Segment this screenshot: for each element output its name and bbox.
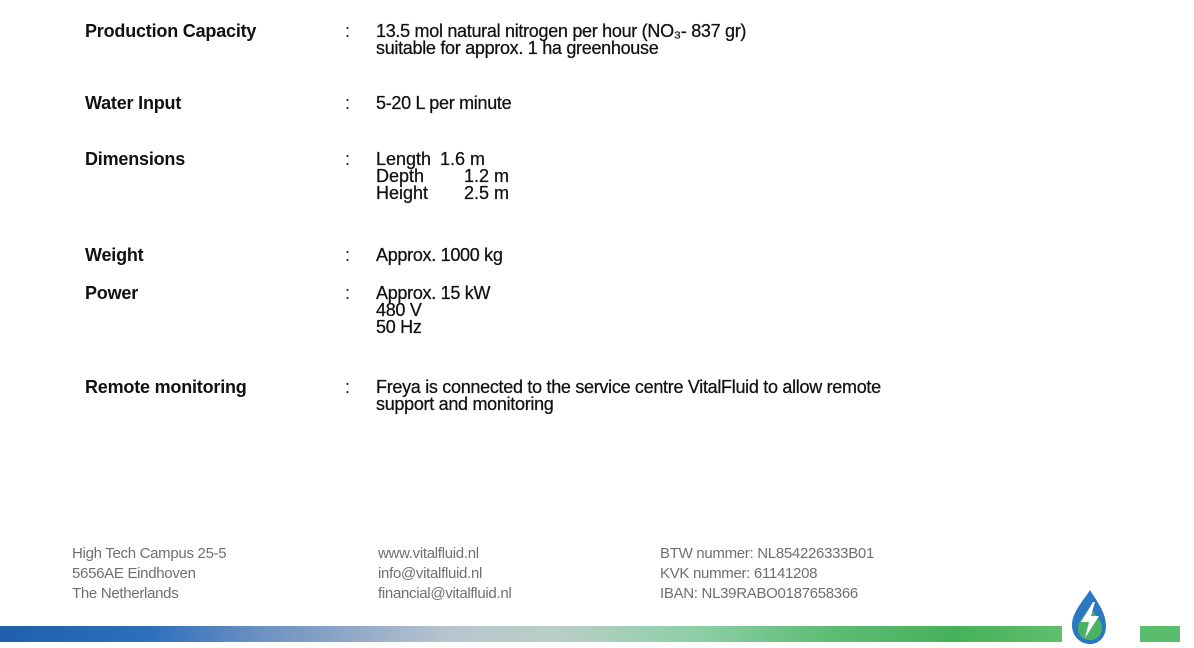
spec-value: Freya is connected to the service centre…	[376, 377, 881, 414]
spec-value-line: suitable for approx. 1 ha greenhouse	[376, 38, 659, 58]
spec-value-line: 480 V	[376, 300, 422, 320]
footer-address: High Tech Campus 25-5 5656AE Eindhoven T…	[72, 544, 227, 604]
spec-colon: :	[345, 93, 351, 113]
spec-value-line: 13.5 mol natural nitrogen per hour (NO₃-…	[376, 21, 747, 41]
footer-registration: BTW nummer: NL854226333B01 KVK nummer: 6…	[660, 544, 874, 604]
spec-colon: :	[345, 245, 351, 265]
footer-email-link[interactable]: financial@vitalfluid.nl	[378, 585, 512, 602]
spec-value-line: Approx. 1000 kg	[376, 245, 503, 265]
spec-label: Power	[85, 283, 139, 303]
spec-label: Water Input	[85, 93, 182, 113]
spec-value-line: 5-20 L per minute	[376, 93, 512, 113]
spec-label: Dimensions	[85, 149, 186, 169]
spec-value: Approx. 1000 kg	[376, 245, 503, 265]
spec-colon: :	[345, 377, 351, 397]
footer-email-link[interactable]: info@vitalfluid.nl	[378, 565, 483, 582]
footer-address-line: 5656AE Eindhoven	[72, 565, 196, 582]
dimension-name: Depth	[376, 166, 425, 186]
spec-value-line: support and monitoring	[376, 394, 554, 414]
footer-website-link[interactable]: www.vitalfluid.nl	[378, 545, 479, 562]
spec-label: Remote monitoring	[85, 377, 247, 397]
dimension-length: Length 1.6 m	[376, 149, 509, 169]
dimension-value: 1.6 m	[440, 149, 486, 169]
spec-value-line: Freya is connected to the service centre…	[376, 377, 881, 397]
dimension-value: 1.2 m	[464, 166, 510, 186]
footer-vat-number: BTW nummer: NL854226333B01	[660, 545, 874, 562]
spec-colon: :	[345, 283, 351, 303]
spec-value-line: Approx. 15 kW	[376, 283, 491, 303]
spec-value: Approx. 15 kW 480 V 50 Hz	[376, 283, 491, 337]
dimension-value: 2.5 m	[464, 183, 510, 203]
spec-value: 5-20 L per minute	[376, 93, 512, 113]
footer-gradient-bar	[0, 626, 1062, 642]
spec-colon: :	[345, 21, 351, 41]
footer-iban: IBAN: NL39RABO0187658366	[660, 585, 858, 602]
spec-label: Weight	[85, 245, 144, 265]
spec-value-line: 50 Hz	[376, 317, 422, 337]
footer-address-line: High Tech Campus 25-5	[72, 545, 227, 562]
footer-green-bar	[1140, 626, 1180, 642]
dimension-name: Height	[376, 183, 429, 203]
dimensions-list: Length 1.6 m Depth 1.2 m Height 2.5 m	[376, 149, 510, 203]
dimension-depth: Depth 1.2 m	[376, 166, 510, 186]
spec-value: 13.5 mol natural nitrogen per hour (NO₃-…	[376, 21, 747, 58]
footer-kvk-number: KVK nummer: 61141208	[660, 565, 818, 582]
footer-contact: www.vitalfluid.nl info@vitalfluid.nl fin…	[378, 544, 512, 604]
footer-address-line: The Netherlands	[72, 585, 179, 602]
water-drop-lightning-logo-icon	[1072, 590, 1106, 644]
spec-label: Production Capacity	[85, 21, 257, 41]
dimension-name: Length	[376, 149, 432, 169]
spec-colon: :	[345, 149, 351, 169]
dimension-height: Height 2.5 m	[376, 183, 510, 203]
